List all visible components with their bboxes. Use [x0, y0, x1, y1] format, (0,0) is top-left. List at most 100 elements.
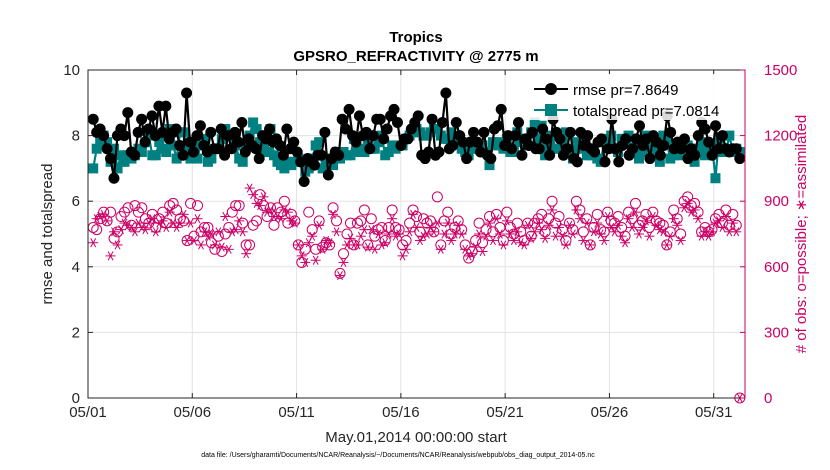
totalspread-point — [328, 160, 339, 171]
obs-assimilated-point — [220, 211, 231, 222]
obs-possible-point — [553, 211, 565, 223]
totalspread-point — [185, 153, 196, 164]
rmse-point — [291, 146, 303, 158]
obs-assimilated-point — [95, 211, 106, 222]
totalspread-point — [251, 124, 262, 135]
asterisk-stroke — [576, 214, 583, 224]
rmse-point — [537, 123, 549, 135]
series-rmse — [87, 87, 746, 188]
asterisk-stroke — [323, 235, 330, 246]
asterisk-stroke — [260, 192, 267, 202]
obs-assimilated-point — [578, 235, 589, 246]
rmse-point — [219, 149, 231, 161]
totalspread-point — [658, 130, 669, 141]
obs-assimilated-point — [442, 218, 453, 228]
asterisk-stroke — [430, 227, 437, 237]
obs-possible-point — [331, 215, 343, 227]
obs-assimilated-point — [428, 227, 439, 237]
obs-possible-point — [223, 221, 235, 233]
asterisk-stroke — [632, 207, 639, 217]
rmse-point — [108, 172, 120, 184]
totalspread-point — [109, 143, 120, 154]
totalspread-point — [199, 133, 210, 144]
totalspread-point — [237, 156, 248, 167]
obs-assimilated-point — [481, 231, 492, 241]
asterisk-stroke — [601, 235, 608, 246]
rmse-point — [526, 126, 538, 138]
totalspread-point — [112, 163, 123, 174]
asterisk-stroke — [677, 235, 684, 246]
obs-assimilated-point — [192, 214, 203, 224]
asterisk-stroke — [149, 214, 156, 224]
obs-assimilated-point — [112, 240, 123, 250]
totalspread-point — [571, 137, 582, 148]
rmse-point — [582, 130, 594, 142]
obs-assimilated-point — [675, 235, 686, 246]
rmse-point — [533, 143, 545, 155]
obs-assimilated-point — [234, 216, 245, 226]
asterisk-stroke — [295, 240, 302, 250]
legend-totalspread-marker — [545, 104, 557, 116]
asterisk-stroke — [236, 216, 243, 226]
obs-assimilated-point — [404, 227, 415, 237]
y-right-axis-ticks: 0 300 600 900 1200 1500 — [740, 62, 797, 407]
asterisk-stroke — [552, 231, 559, 241]
asterisk-stroke — [215, 227, 222, 237]
obs-possible-point — [327, 202, 339, 214]
asterisk-stroke — [163, 222, 170, 233]
totalspread-point — [279, 163, 290, 174]
x-tick-label: 05/16 — [382, 404, 420, 421]
rmse-point — [512, 116, 524, 128]
rmse-point — [264, 123, 276, 135]
y-right-axis-label: # of obs: o=possible; ∗=assimilated — [793, 115, 810, 354]
rmse-point — [205, 126, 217, 138]
obs-assimilated-point — [202, 231, 213, 241]
obs-assimilated-point — [275, 214, 286, 224]
obs-assimilated-point — [543, 220, 554, 230]
obs-assimilated-point — [654, 225, 665, 235]
rmse-point — [239, 146, 251, 158]
asterisk-stroke — [180, 209, 187, 219]
obs-possible-point — [577, 226, 589, 238]
rmse-point — [174, 139, 186, 151]
rmse-point — [627, 143, 639, 155]
rmse-point — [215, 123, 227, 135]
obs-possible-point — [244, 239, 256, 251]
obs-assimilated-point — [613, 220, 624, 230]
rmse-point — [675, 143, 687, 155]
asterisk-stroke — [187, 218, 194, 228]
obs-possible-point — [525, 230, 537, 242]
asterisk-stroke — [722, 211, 729, 222]
rmse-point — [571, 156, 583, 168]
rmse-point — [378, 133, 390, 145]
obs-possible-point — [442, 206, 454, 218]
obs-assimilated-point — [731, 227, 742, 237]
totalspread-point — [91, 143, 102, 154]
asterisk-stroke — [385, 229, 392, 239]
rmse-point — [471, 136, 483, 148]
obs-assimilated-point — [289, 218, 300, 228]
totalspread-point — [696, 137, 707, 148]
obs-assimilated-point — [564, 220, 575, 230]
asterisk-stroke — [406, 227, 413, 237]
rmse-point — [367, 130, 379, 142]
x-tick-label: 05/01 — [69, 404, 107, 421]
asterisk-stroke — [695, 214, 702, 224]
obs-possible-point — [122, 202, 134, 214]
x-tick-label: 05/06 — [174, 404, 212, 421]
rmse-point — [184, 136, 196, 148]
rmse-point — [322, 169, 334, 181]
asterisk-stroke — [535, 218, 542, 228]
obs-assimilated-point — [557, 231, 568, 241]
asterisk-stroke — [170, 218, 177, 228]
asterisk-stroke — [434, 218, 441, 228]
obs-assimilated-point — [161, 222, 172, 233]
rmse-point — [613, 156, 625, 168]
rmse-point — [281, 123, 293, 135]
asterisk-stroke — [309, 231, 316, 241]
asterisk-stroke — [347, 233, 354, 243]
rmse-point — [336, 113, 348, 125]
asterisk-stroke — [646, 231, 653, 241]
rmse-point — [122, 107, 134, 119]
totalspread-point — [654, 156, 665, 167]
